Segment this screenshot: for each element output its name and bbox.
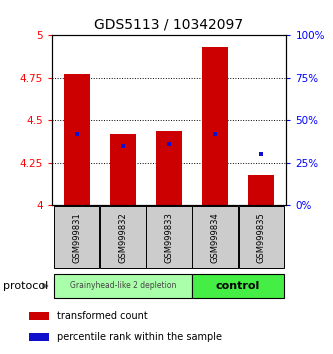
Text: protocol: protocol — [3, 281, 49, 291]
Text: GSM999835: GSM999835 — [256, 212, 265, 263]
Bar — [29, 312, 49, 320]
Bar — [202, 47, 228, 205]
Text: control: control — [216, 281, 260, 291]
Bar — [64, 74, 90, 205]
FancyBboxPatch shape — [54, 274, 191, 298]
Text: transformed count: transformed count — [57, 310, 148, 321]
Text: GSM999832: GSM999832 — [119, 212, 128, 263]
Text: percentile rank within the sample: percentile rank within the sample — [57, 332, 222, 342]
Text: Grainyhead-like 2 depletion: Grainyhead-like 2 depletion — [70, 281, 176, 290]
FancyBboxPatch shape — [192, 274, 284, 298]
Bar — [156, 131, 182, 205]
Text: GSM999831: GSM999831 — [73, 212, 82, 263]
FancyBboxPatch shape — [192, 206, 237, 268]
Title: GDS5113 / 10342097: GDS5113 / 10342097 — [95, 17, 243, 32]
Bar — [248, 175, 274, 205]
Bar — [29, 333, 49, 341]
FancyBboxPatch shape — [54, 206, 100, 268]
Text: GSM999834: GSM999834 — [210, 212, 219, 263]
FancyBboxPatch shape — [147, 206, 191, 268]
FancyBboxPatch shape — [238, 206, 284, 268]
FancyBboxPatch shape — [101, 206, 146, 268]
Text: GSM999833: GSM999833 — [165, 212, 173, 263]
Bar — [110, 134, 136, 205]
